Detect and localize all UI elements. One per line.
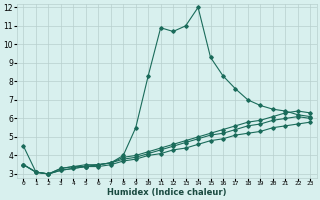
X-axis label: Humidex (Indice chaleur): Humidex (Indice chaleur) — [107, 188, 227, 197]
